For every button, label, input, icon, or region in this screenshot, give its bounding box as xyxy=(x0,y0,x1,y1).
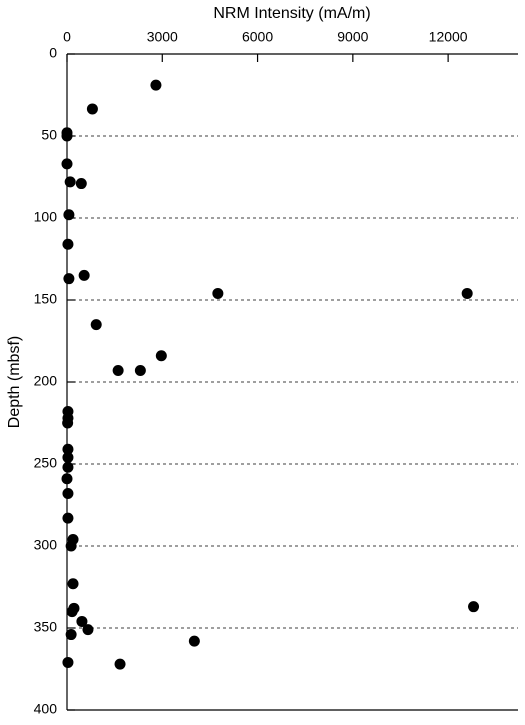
y-tick-label: 400 xyxy=(34,701,58,717)
point xyxy=(62,451,74,463)
y-tick-label: 150 xyxy=(34,291,58,307)
point xyxy=(75,178,87,190)
point xyxy=(86,103,98,115)
x-tick-label: 3000 xyxy=(147,29,178,45)
y-axis-label: Depth (mbsf) xyxy=(6,336,23,428)
y-tick-label: 0 xyxy=(49,45,57,61)
point xyxy=(155,350,167,362)
point xyxy=(62,488,74,500)
y-tick-label: 250 xyxy=(34,455,58,471)
point xyxy=(212,287,224,299)
y-tick-label: 300 xyxy=(34,537,58,553)
point xyxy=(62,238,74,250)
point xyxy=(134,365,146,377)
point xyxy=(62,443,74,455)
x-tick-label: 9000 xyxy=(337,29,368,45)
point xyxy=(61,158,73,170)
point xyxy=(62,512,74,524)
point xyxy=(67,578,79,590)
chart-title: NRM Intensity (mA/m) xyxy=(213,5,370,22)
y-tick-label: 200 xyxy=(34,373,58,389)
point xyxy=(150,79,162,91)
y-tick-label: 350 xyxy=(34,619,58,635)
point xyxy=(65,629,77,641)
point xyxy=(62,417,74,429)
point xyxy=(468,601,480,613)
point xyxy=(114,658,126,670)
point xyxy=(62,656,74,668)
x-tick-label: 0 xyxy=(63,29,71,45)
x-tick-label: 6000 xyxy=(242,29,273,45)
point xyxy=(90,319,102,331)
point xyxy=(61,130,73,142)
point xyxy=(66,606,78,618)
point xyxy=(63,209,75,221)
y-tick-label: 100 xyxy=(34,209,58,225)
point xyxy=(62,461,74,473)
point xyxy=(64,176,76,188)
point xyxy=(82,624,94,636)
point xyxy=(461,287,473,299)
point xyxy=(61,473,73,485)
y-tick-label: 50 xyxy=(41,127,57,143)
x-tick-label: 12000 xyxy=(429,29,468,45)
point xyxy=(78,269,90,281)
point xyxy=(76,615,88,627)
point xyxy=(65,540,77,552)
point xyxy=(112,365,124,377)
point xyxy=(63,273,75,285)
point xyxy=(188,635,200,647)
